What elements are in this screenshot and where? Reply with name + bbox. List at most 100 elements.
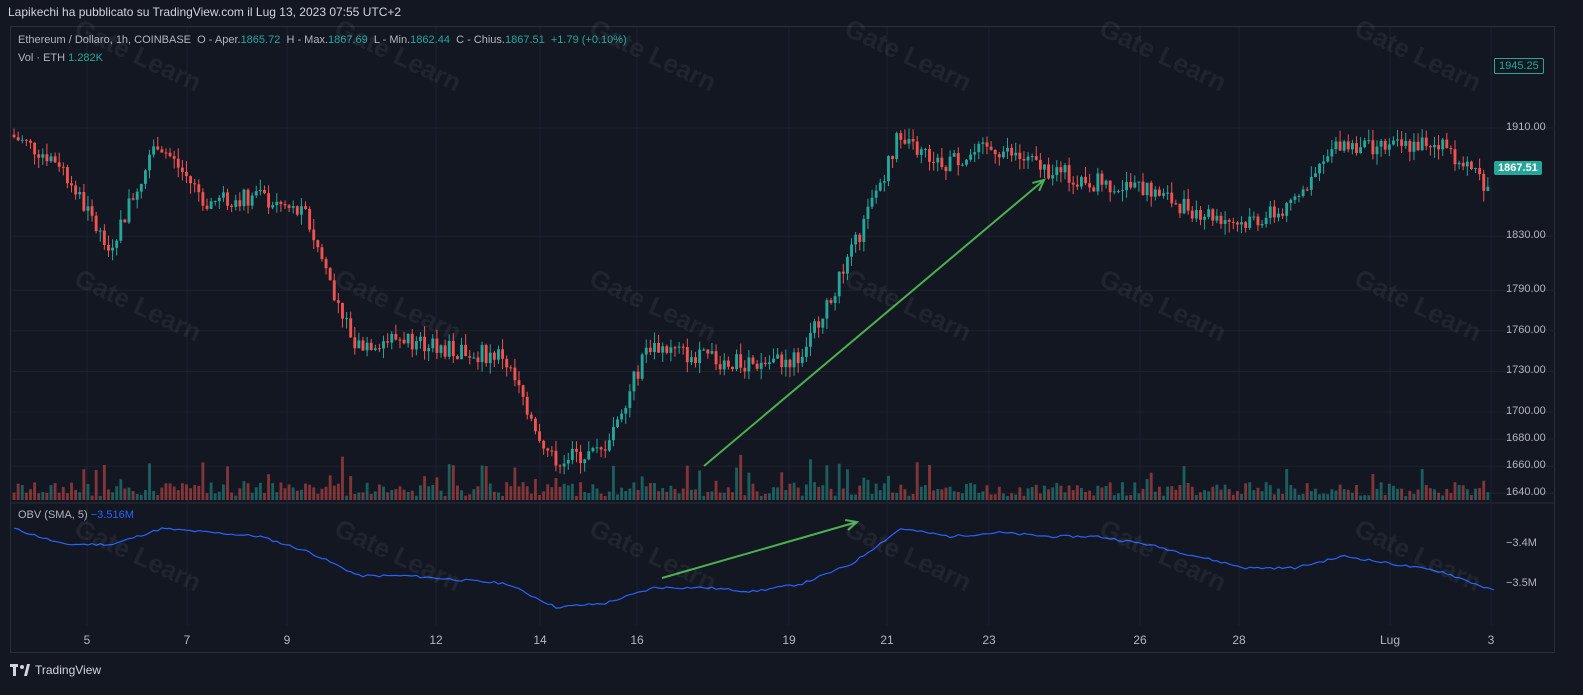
volume-bar [123, 488, 127, 500]
candle-body [1330, 149, 1334, 157]
volume-bar [529, 493, 533, 500]
volume-legend: Vol · ETH 1.282K [18, 52, 103, 64]
candle-body [492, 352, 496, 360]
candle-body [213, 200, 217, 202]
volume-bar [1383, 495, 1387, 500]
volume-bar [1186, 482, 1190, 500]
candle-body [1219, 215, 1223, 224]
candle-body [476, 357, 480, 363]
candle-body [332, 280, 336, 301]
candle-body [324, 259, 328, 269]
candle-body [320, 247, 324, 260]
candle-body [217, 197, 221, 201]
candle-body [1441, 139, 1445, 150]
volume-bar [1461, 485, 1465, 500]
volume-bar [673, 488, 677, 500]
candle-body [940, 157, 944, 168]
volume-bar [796, 487, 800, 500]
candle-body [858, 234, 862, 242]
candle-body [226, 192, 229, 206]
volume-bar [965, 484, 968, 500]
volume-bar [624, 491, 628, 500]
volume-bar [279, 482, 283, 500]
candle-body [1108, 180, 1112, 193]
candle-body [164, 152, 168, 154]
candle-body [923, 148, 927, 150]
candle-body [1215, 215, 1219, 221]
candle-body [246, 189, 250, 206]
candle-body [1289, 199, 1293, 204]
volume-bar [45, 492, 49, 500]
candle-body [1268, 206, 1272, 218]
volume-bar [1063, 492, 1067, 500]
candle-body [1297, 195, 1301, 197]
candle-body [936, 157, 940, 163]
volume-bar [870, 493, 874, 500]
volume-bar [283, 488, 287, 500]
volume-bar [1453, 482, 1457, 500]
volume-bar [915, 462, 919, 500]
candle-body [1272, 206, 1276, 218]
price-trend-arrow [703, 179, 1045, 467]
volume-bar [1112, 495, 1116, 500]
candle-body [1313, 173, 1317, 177]
candle-body [414, 341, 418, 350]
volume-bar [143, 489, 147, 500]
candle-body [78, 191, 82, 195]
candle-body [460, 344, 463, 360]
volume-bar [825, 465, 829, 500]
candle-body [1075, 184, 1079, 187]
candle-body [1305, 189, 1309, 191]
volume-bar [862, 477, 866, 500]
candle-body [1001, 151, 1005, 158]
candle-body [316, 240, 320, 248]
volume-bar [1096, 485, 1100, 500]
volume-bar [591, 484, 595, 500]
candle-body [480, 345, 484, 363]
volume-bar [1334, 490, 1338, 500]
volume-bar [644, 486, 648, 500]
volume-bar [1281, 493, 1285, 500]
candle-body [341, 302, 344, 319]
candle-body [20, 139, 24, 141]
candle-body [107, 245, 110, 251]
volume-bar [517, 486, 521, 500]
candle-body [263, 189, 266, 194]
candle-body [1474, 168, 1477, 170]
volume-bar [254, 487, 258, 500]
volume-bar [1252, 490, 1256, 500]
candle-body [1047, 164, 1051, 179]
volume-bar [1428, 488, 1432, 500]
candle-body [887, 156, 890, 182]
volume-bar [1293, 488, 1297, 500]
candle-body [1125, 181, 1129, 191]
volume-bar [111, 492, 115, 500]
tradingview-brand[interactable]: TradingView [10, 663, 101, 677]
volume-bar [1264, 482, 1268, 500]
volume-bar [414, 495, 418, 500]
publisher-line: Lapikechi ha pubblicato su TradingView.c… [8, 5, 402, 19]
candle-body [464, 344, 468, 357]
volume-bar [788, 483, 792, 500]
candle-body [636, 371, 640, 379]
candle-body [1248, 216, 1252, 228]
candle-body [275, 201, 279, 206]
volume-bar [37, 493, 41, 500]
candle-body [1067, 165, 1071, 183]
candle-body [624, 407, 628, 414]
volume-bar [1474, 488, 1477, 500]
volume-bar [1437, 492, 1441, 500]
candle-body [365, 342, 369, 351]
volume-bar [993, 494, 997, 500]
volume-bar [246, 483, 250, 500]
volume-bar [780, 472, 784, 500]
volume-bar [981, 491, 985, 500]
volume-bar [382, 486, 385, 500]
candle-body [644, 347, 648, 355]
volume-bar [1289, 485, 1293, 500]
candle-body [299, 206, 303, 215]
volume-bar [427, 486, 431, 500]
volume-bar [973, 484, 977, 500]
volume-bar [201, 462, 205, 500]
